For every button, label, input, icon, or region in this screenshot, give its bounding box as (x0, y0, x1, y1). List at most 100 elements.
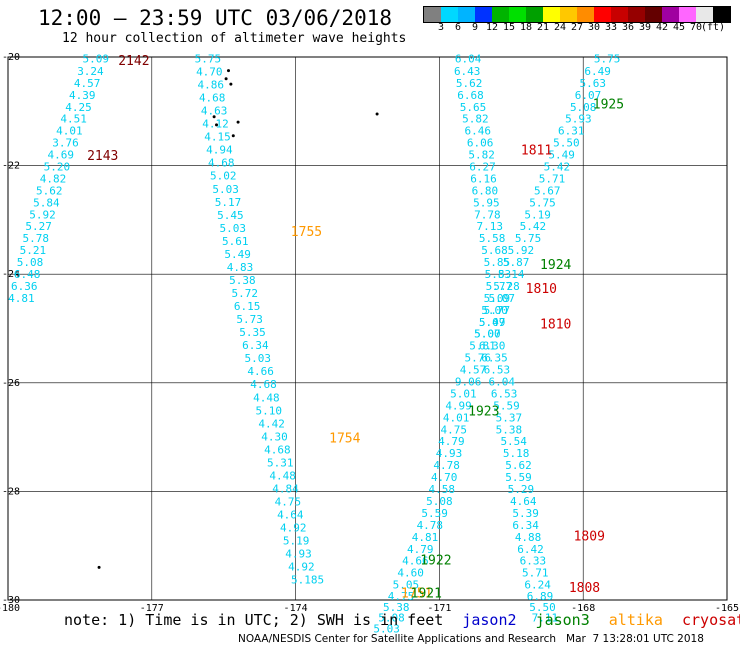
pass-time-label: 2142 (118, 54, 149, 69)
swh-value: 5.68 (481, 244, 508, 257)
swh-value: 6.27 (469, 160, 496, 173)
swh-value: 5.27 (25, 220, 52, 233)
color-swatch (628, 7, 645, 22)
swh-value: 4.81 (8, 292, 35, 305)
swh-value: 5.77 (484, 304, 511, 317)
swh-value: 4.15 (204, 131, 231, 144)
swh-value: 5.19 (524, 208, 551, 221)
swh-value: 5.37 (496, 411, 523, 424)
legend-jason3: jason3 (535, 611, 590, 629)
island-marker (231, 134, 235, 138)
color-swatch (526, 7, 543, 22)
swh-value: 4.66 (247, 365, 274, 378)
swh-value: 4.68 (264, 443, 291, 456)
legend-jason2: jason2 (462, 611, 517, 629)
color-scale-label: 36 (621, 22, 635, 33)
swh-value: 4.64 (510, 495, 537, 508)
swh-value: 5.19 (283, 535, 310, 548)
swh-value: 4.60 (397, 567, 424, 580)
lon-tick-label: -165 (715, 603, 739, 614)
color-scale-labels: 3 6 9 12 15 18 21 24 27 30 33 36 39 42 45 70 (ft) (423, 22, 740, 36)
color-swatch (662, 7, 679, 22)
swh-value: 4.25 (65, 101, 92, 114)
pass-time-label: 1923 (468, 404, 499, 419)
color-swatch (475, 7, 492, 22)
swh-value: 5.08 (17, 256, 44, 269)
island-marker (226, 69, 230, 73)
swh-value: 6.04 (455, 52, 482, 65)
swh-value: 4.51 (60, 113, 87, 126)
swh-value: 4.42 (258, 417, 285, 430)
swh-value: 6.53 (484, 364, 511, 377)
swh-value: 4.79 (438, 435, 465, 448)
swh-value: 4.58 (429, 483, 456, 496)
swh-value: 5.65 (460, 101, 487, 114)
swh-value: 4.01 (443, 411, 470, 424)
swh-value: 4.84 (272, 482, 299, 495)
swh-value: 5.49 (548, 149, 575, 162)
color-swatch (611, 7, 628, 22)
map-frame (7, 56, 728, 601)
swh-value: 9.06 (455, 376, 482, 389)
pass-time-label: 1755 (291, 225, 322, 240)
swh-value: 6.43 (454, 65, 481, 78)
swh-value: 4.70 (196, 65, 223, 78)
color-swatch (492, 7, 509, 22)
swh-value: 5.75 (195, 52, 222, 65)
swh-value: 5.87 (503, 256, 530, 269)
swh-value: 4.66 (402, 555, 429, 568)
color-scale-label: 9 (471, 22, 479, 33)
color-swatch (594, 7, 611, 22)
swh-value: 4.75 (388, 590, 415, 603)
swh-value: 6.15 (234, 300, 261, 313)
swh-value: 5.50 (529, 601, 556, 614)
swh-value: 6.89 (527, 590, 554, 603)
swh-value: 6.46 (464, 125, 491, 138)
swh-value: 6.06 (467, 137, 494, 150)
swh-value: 7.13 (476, 220, 503, 233)
swh-value: 4.83 (227, 261, 254, 274)
swh-value: 4.82 (40, 172, 67, 185)
lat-tick-label: -20 (2, 52, 20, 63)
swh-value: 5.17 (215, 196, 242, 209)
swh-value: 4.68 (250, 378, 277, 391)
swh-value: 5.38 (383, 601, 410, 614)
swh-value: 5.63 (580, 77, 607, 90)
swh-value: 4.70 (431, 471, 458, 484)
swh-value: 6.80 (472, 184, 499, 197)
pass-time-label: 1921 (411, 586, 442, 601)
swh-value: 5.54 (500, 435, 527, 448)
swh-value: 5.03 (244, 352, 271, 365)
swh-value: 5.38 (496, 423, 523, 436)
lon-tick-label: -177 (140, 603, 164, 614)
island-marker (97, 565, 101, 569)
swh-value: 4.88 (515, 531, 542, 544)
color-scale-label: 33 (604, 22, 618, 33)
swh-value: 4.78 (433, 459, 460, 472)
swh-value: 5.67 (534, 184, 561, 197)
swh-value: 6.07 (575, 89, 602, 102)
swh-value: 5.09 (82, 52, 109, 65)
swh-value: 5.03 (373, 623, 400, 636)
color-scale-label: 30 (587, 22, 601, 33)
swh-value: 6.04 (488, 376, 515, 389)
swh-value: 4.93 (285, 548, 312, 561)
color-swatch (424, 7, 441, 22)
swh-value: 5.21 (20, 244, 47, 257)
swh-value: 4.01 (56, 125, 83, 138)
lat-tick-label: -22 (2, 161, 20, 172)
swh-value: 5.47 (479, 316, 506, 329)
swh-value: 5.62 (456, 77, 483, 90)
lat-tick-label: -30 (2, 595, 20, 606)
page-subtitle: 12 hour collection of altimeter wave hei… (62, 31, 407, 46)
legend-cryosat: cryosat (681, 611, 740, 629)
swh-value: 5.08 (426, 495, 453, 508)
swh-value: 7.11 (532, 612, 559, 625)
color-scale-label: 42 (655, 22, 669, 33)
pass-time-label: 1809 (574, 529, 605, 544)
swh-value: 3.24 (77, 65, 104, 78)
swh-value: 5.185 (291, 574, 324, 587)
color-swatch (458, 7, 475, 22)
